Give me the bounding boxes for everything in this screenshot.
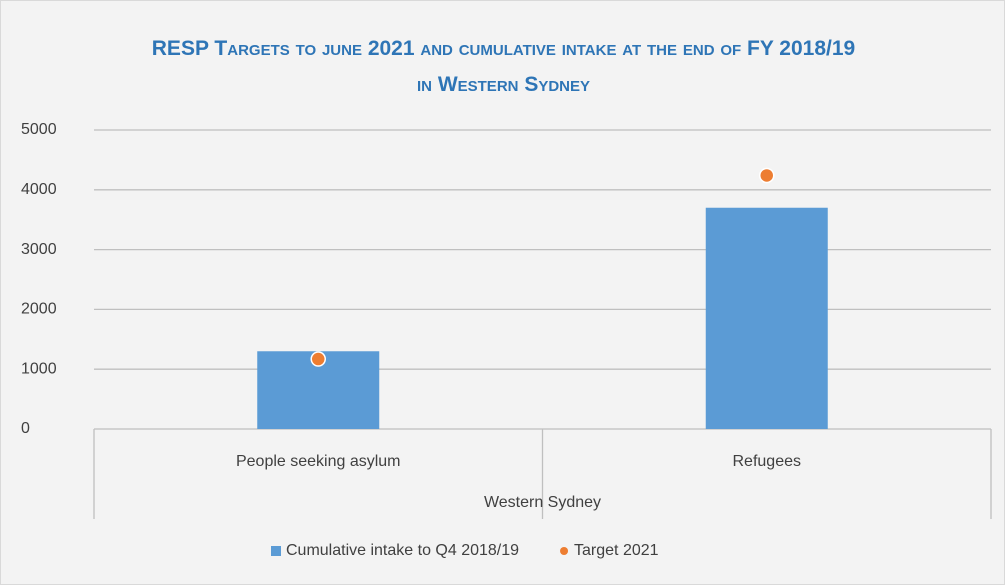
y-tick-label: 5000 (21, 121, 57, 138)
group-label: Western Sydney (484, 494, 601, 511)
legend-swatch (271, 546, 281, 556)
y-tick-label: 0 (21, 420, 30, 437)
x-tick-label: Refugees (733, 453, 802, 470)
chart-title: RESP Targets to june 2021 and cumulative… (151, 37, 856, 96)
legend-label: Target 2021 (574, 542, 659, 559)
legend-label: Cumulative intake to Q4 2018/19 (286, 542, 519, 559)
y-tick-label: 2000 (21, 301, 57, 318)
y-tick-label: 4000 (21, 181, 57, 198)
target-point (310, 351, 326, 367)
legend-swatch (560, 547, 569, 555)
y-tick-label: 1000 (21, 360, 57, 377)
target-point (759, 167, 775, 184)
y-tick-label: 3000 (21, 241, 57, 258)
x-tick-label: People seeking asylum (236, 453, 401, 470)
bar (705, 207, 828, 429)
